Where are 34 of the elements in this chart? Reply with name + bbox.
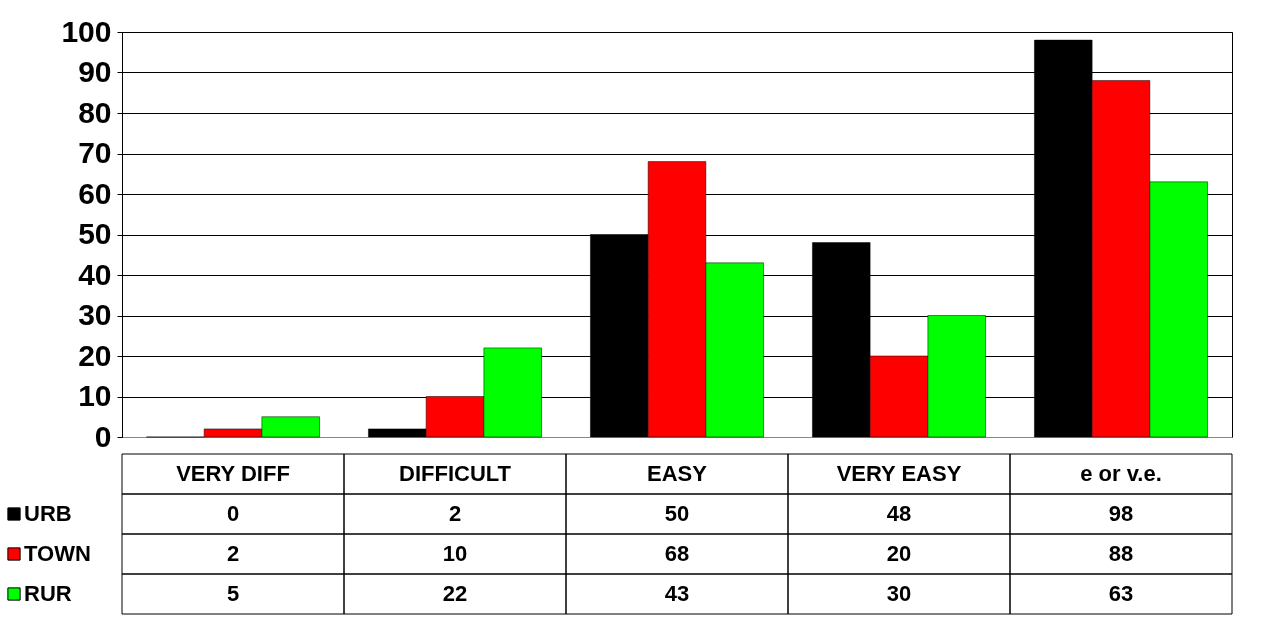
y-tick-label: 10 [78,379,112,412]
x-tick-label: VERY DIFF [176,461,290,486]
data-label: 30 [886,581,912,606]
y-tick-label: 100 [61,14,112,48]
legend-label: RUR [24,581,72,606]
data-label: 20 [886,541,912,566]
x-tick-label: EASY [647,461,708,486]
data-label: 43 [664,581,690,606]
y-tick-label: 30 [78,298,112,331]
legend-label: URB [24,501,72,526]
data-label: 48 [886,501,912,526]
data-label: 50 [664,501,690,526]
data-label: 2 [448,501,462,526]
y-tick-label: 70 [78,136,112,169]
legend-label: TOWN [24,541,91,566]
data-label: 22 [442,581,468,606]
y-tick-label: 90 [78,55,112,88]
x-tick-label: DIFFICULT [398,461,512,486]
data-label: 88 [1108,541,1134,566]
y-tick-label: 50 [78,217,112,250]
y-tick-label: 80 [78,95,112,129]
x-tick-label: VERY EASY [836,461,962,486]
data-label: 2 [226,541,240,566]
data-label: 68 [664,541,690,566]
y-tick-label: 40 [78,257,112,291]
data-label: 10 [442,541,468,566]
y-tick-label: 20 [78,338,112,372]
data-label: 98 [1108,501,1134,526]
y-tick-label: 0 [94,419,112,453]
data-label: 5 [226,581,240,606]
y-tick-label: 60 [78,176,112,210]
x-tick-label: e or v.e. [1080,461,1162,486]
data-label: 0 [226,501,240,526]
data-label: 63 [1108,581,1134,606]
